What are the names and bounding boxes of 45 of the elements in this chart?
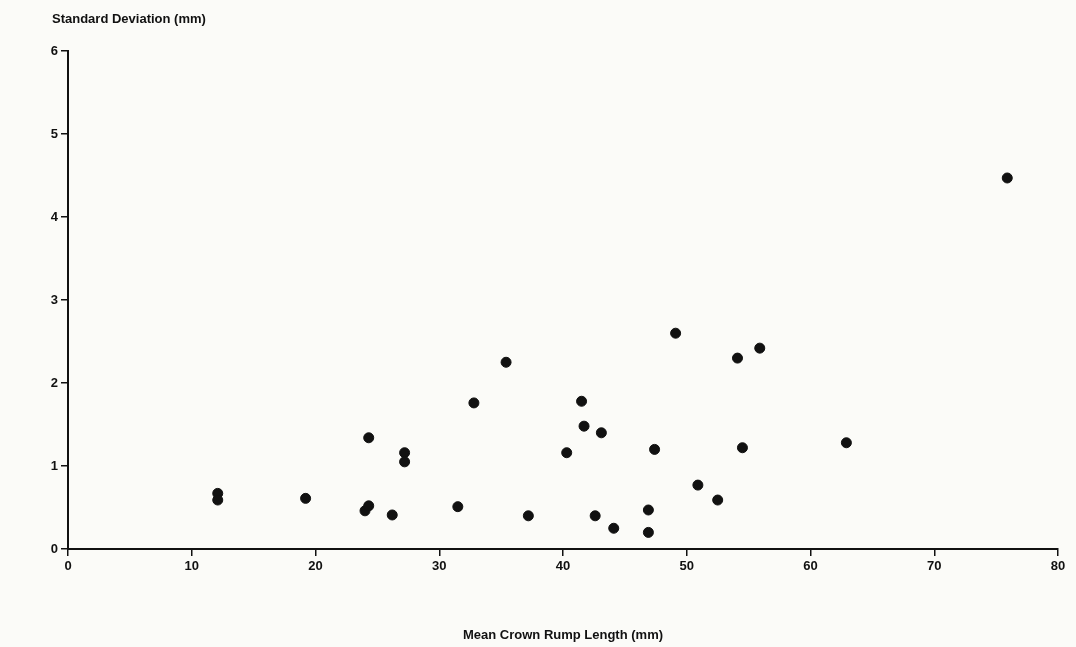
point xyxy=(642,526,654,538)
point xyxy=(300,492,312,504)
x-tick-label: 80 xyxy=(1050,558,1066,574)
point xyxy=(363,500,375,512)
point xyxy=(500,356,512,368)
y-tick-label: 2 xyxy=(50,374,58,390)
y-tick-label: 4 xyxy=(50,208,59,224)
point xyxy=(522,510,534,522)
point xyxy=(736,442,748,454)
point xyxy=(399,456,411,468)
y-tick-label: 1 xyxy=(50,457,58,473)
y-tick-label: 0 xyxy=(50,540,58,556)
point xyxy=(561,447,573,459)
point xyxy=(712,494,724,506)
y-tick-label: 5 xyxy=(50,125,58,141)
x-tick-label: 30 xyxy=(432,558,447,574)
point xyxy=(386,509,398,521)
x-tick-label: 0 xyxy=(64,558,72,574)
point xyxy=(363,432,375,444)
x-tick-label: 60 xyxy=(803,558,818,574)
point xyxy=(399,447,411,459)
point xyxy=(589,510,601,522)
y-tick-label: 3 xyxy=(50,291,58,307)
point xyxy=(731,352,743,364)
x-tick-label: 50 xyxy=(679,558,694,574)
point xyxy=(670,327,682,339)
point xyxy=(608,522,620,534)
point xyxy=(649,443,661,455)
x-tick-label: 10 xyxy=(184,558,199,574)
y-tick-label: 6 xyxy=(50,42,58,58)
point xyxy=(1001,172,1013,184)
x-tick-label: 20 xyxy=(308,558,323,574)
point xyxy=(642,504,654,516)
x-tick-label: 40 xyxy=(555,558,571,574)
y-axis-title: Standard Deviation (mm) xyxy=(52,11,206,26)
point xyxy=(452,501,464,513)
x-axis-title: Mean Crown Rump Length (mm) xyxy=(462,626,664,642)
point xyxy=(754,342,766,354)
point xyxy=(840,437,852,449)
point xyxy=(595,427,607,439)
point xyxy=(578,420,590,432)
point xyxy=(692,479,704,491)
point xyxy=(468,397,480,409)
x-tick-label: 70 xyxy=(927,558,942,574)
point xyxy=(576,395,588,407)
